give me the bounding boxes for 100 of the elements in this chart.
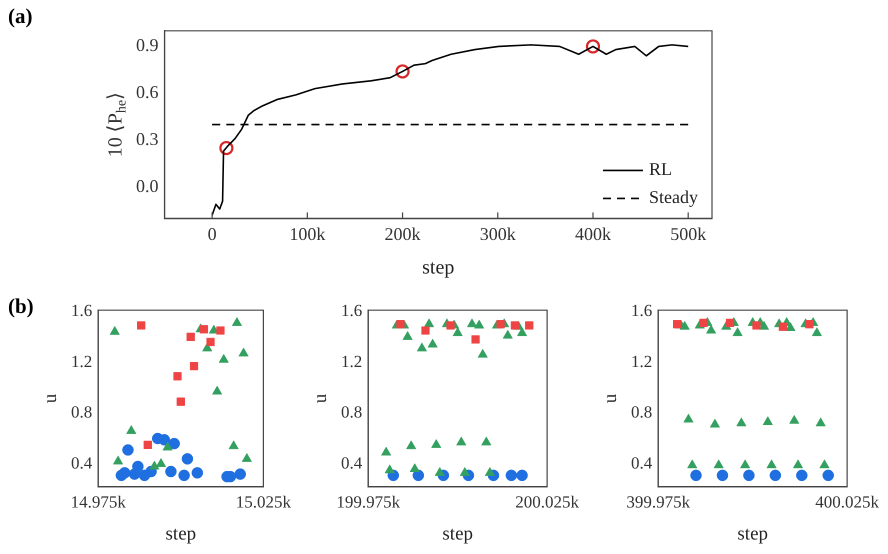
point — [238, 348, 249, 356]
point — [683, 414, 694, 422]
point — [502, 330, 513, 339]
x-tick-label: 15.025k — [236, 492, 292, 512]
point — [452, 327, 463, 336]
x-tick-label: 400k — [574, 224, 611, 244]
point — [762, 416, 773, 426]
point — [110, 326, 120, 335]
x-axis-title: step — [422, 256, 454, 278]
y-tick-label: 1.6 — [341, 300, 362, 320]
x-tick-label: 399.975k — [626, 492, 691, 512]
point — [206, 338, 215, 346]
x-tick-label: 300k — [480, 224, 516, 244]
point — [796, 470, 808, 482]
point — [178, 470, 190, 482]
point — [785, 322, 796, 331]
y-tick-label: 0.9 — [136, 35, 158, 56]
point — [812, 327, 822, 336]
point — [766, 459, 777, 468]
point — [144, 440, 152, 450]
y-tick-label: 0.6 — [136, 82, 158, 102]
point — [743, 470, 755, 482]
point — [699, 318, 708, 328]
y-tick-label: 0.4 — [71, 453, 93, 472]
point — [149, 460, 160, 470]
point — [759, 320, 770, 330]
point — [406, 440, 416, 450]
point — [793, 459, 804, 468]
point — [690, 470, 702, 482]
point — [234, 468, 246, 480]
point — [421, 326, 430, 335]
point — [396, 320, 405, 328]
y-tick-label: 1.2 — [71, 352, 92, 371]
point — [481, 436, 492, 446]
point — [158, 434, 170, 446]
y-axis-title: u — [310, 393, 331, 404]
point — [410, 463, 420, 472]
y-tick-label: 1.6 — [631, 300, 652, 320]
point — [192, 467, 204, 479]
point — [673, 320, 682, 328]
point — [118, 467, 130, 479]
point — [431, 439, 442, 448]
point — [446, 321, 455, 330]
point — [752, 321, 761, 330]
point — [471, 335, 480, 344]
y-axis-title: u — [600, 393, 621, 404]
point — [510, 321, 520, 330]
point — [516, 470, 528, 482]
point — [168, 438, 180, 450]
point — [778, 322, 788, 331]
point — [190, 362, 198, 370]
x-tick-label: 0 — [208, 224, 217, 244]
point — [219, 140, 234, 156]
point — [228, 440, 239, 450]
point — [680, 320, 690, 330]
chart-title: (b) — [8, 294, 34, 319]
point — [466, 318, 478, 328]
point — [822, 470, 834, 482]
point — [176, 398, 185, 406]
point — [162, 442, 173, 450]
point — [216, 326, 225, 335]
x-tick-label: 199.975k — [336, 492, 401, 512]
point — [212, 386, 222, 395]
y-tick-label: 0.4 — [341, 453, 363, 472]
point — [428, 338, 438, 348]
point — [137, 321, 146, 330]
x-tick-label: 100k — [289, 224, 326, 244]
y-tick-label: 0.8 — [341, 402, 362, 422]
legend-label: RL — [649, 159, 672, 180]
y-tick-label: 0.3 — [136, 128, 158, 149]
point — [474, 320, 484, 328]
x-tick-label: 500k — [670, 224, 706, 244]
y-tick-label: 1.2 — [341, 352, 362, 371]
point — [416, 342, 427, 352]
y-tick-label: 0.8 — [631, 402, 652, 422]
point — [525, 321, 534, 330]
x-tick-label: 400.025k — [815, 492, 880, 512]
point — [200, 325, 208, 334]
point — [402, 331, 413, 340]
point — [156, 458, 166, 467]
y-axis-title: 10 ⟨Phe⟩ — [104, 92, 130, 158]
point — [395, 64, 410, 79]
point — [165, 466, 177, 478]
point — [173, 372, 182, 380]
y-tick-label: 0.8 — [71, 402, 92, 422]
legend-label: Steady — [649, 187, 698, 208]
point — [706, 324, 716, 334]
point — [517, 327, 528, 336]
point — [132, 460, 144, 472]
point — [186, 332, 195, 342]
point — [816, 418, 826, 426]
point — [218, 354, 229, 363]
chart-title: (a) — [8, 4, 32, 29]
point — [726, 318, 734, 328]
point — [770, 470, 782, 482]
y-tick-label: 1.6 — [71, 300, 92, 320]
point — [381, 446, 392, 456]
point — [242, 453, 252, 462]
point — [789, 414, 800, 424]
point — [819, 459, 830, 468]
